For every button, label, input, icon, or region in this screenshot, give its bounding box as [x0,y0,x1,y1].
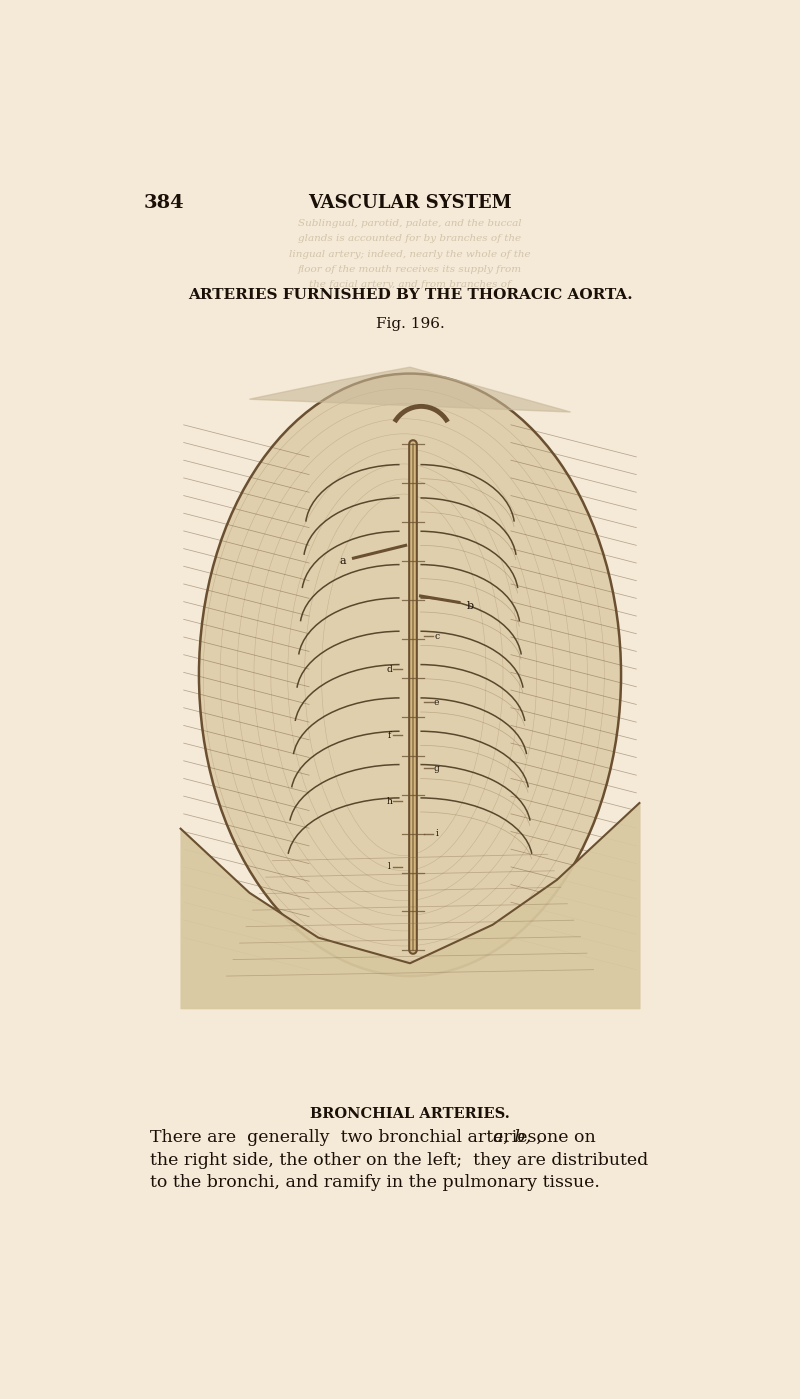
Text: lingual artery; indeed, nearly the whole of the: lingual artery; indeed, nearly the whole… [289,249,531,259]
Text: the right side, the other on the left;  they are distributed: the right side, the other on the left; t… [150,1151,648,1168]
Text: Fig. 196.: Fig. 196. [376,318,444,332]
Text: l: l [388,862,391,872]
Text: floor of the mouth receives its supply from: floor of the mouth receives its supply f… [298,264,522,274]
Text: glands is accounted for by branches of the: glands is accounted for by branches of t… [298,235,522,243]
Text: ARTERIES FURNISHED BY THE THORACIC AORTA.: ARTERIES FURNISHED BY THE THORACIC AORTA… [188,288,632,302]
Text: f: f [388,730,391,740]
Text: a, b,: a, b, [493,1129,531,1146]
Text: b: b [466,600,474,610]
Text: h: h [386,796,393,806]
Text: a: a [339,557,346,567]
Polygon shape [250,367,570,413]
Text: c: c [434,632,439,641]
Text: d: d [386,665,393,674]
Text: VASCULAR SYSTEM: VASCULAR SYSTEM [308,194,512,213]
Text: the facial artery, and from branches of: the facial artery, and from branches of [309,280,511,288]
Text: one on: one on [531,1129,596,1146]
Text: to the bronchi, and ramify in the pulmonary tissue.: to the bronchi, and ramify in the pulmon… [150,1174,599,1191]
Text: There are  generally  two bronchial arteries,: There are generally two bronchial arteri… [150,1129,547,1146]
Text: e: e [434,698,439,706]
Text: Sublingual, parotid, palate, and the buccal: Sublingual, parotid, palate, and the buc… [298,220,522,228]
Text: g: g [434,764,439,772]
Text: BRONCHIAL ARTERIES.: BRONCHIAL ARTERIES. [310,1107,510,1121]
Text: 384: 384 [143,194,184,213]
Text: i: i [435,830,438,838]
Ellipse shape [199,374,621,977]
